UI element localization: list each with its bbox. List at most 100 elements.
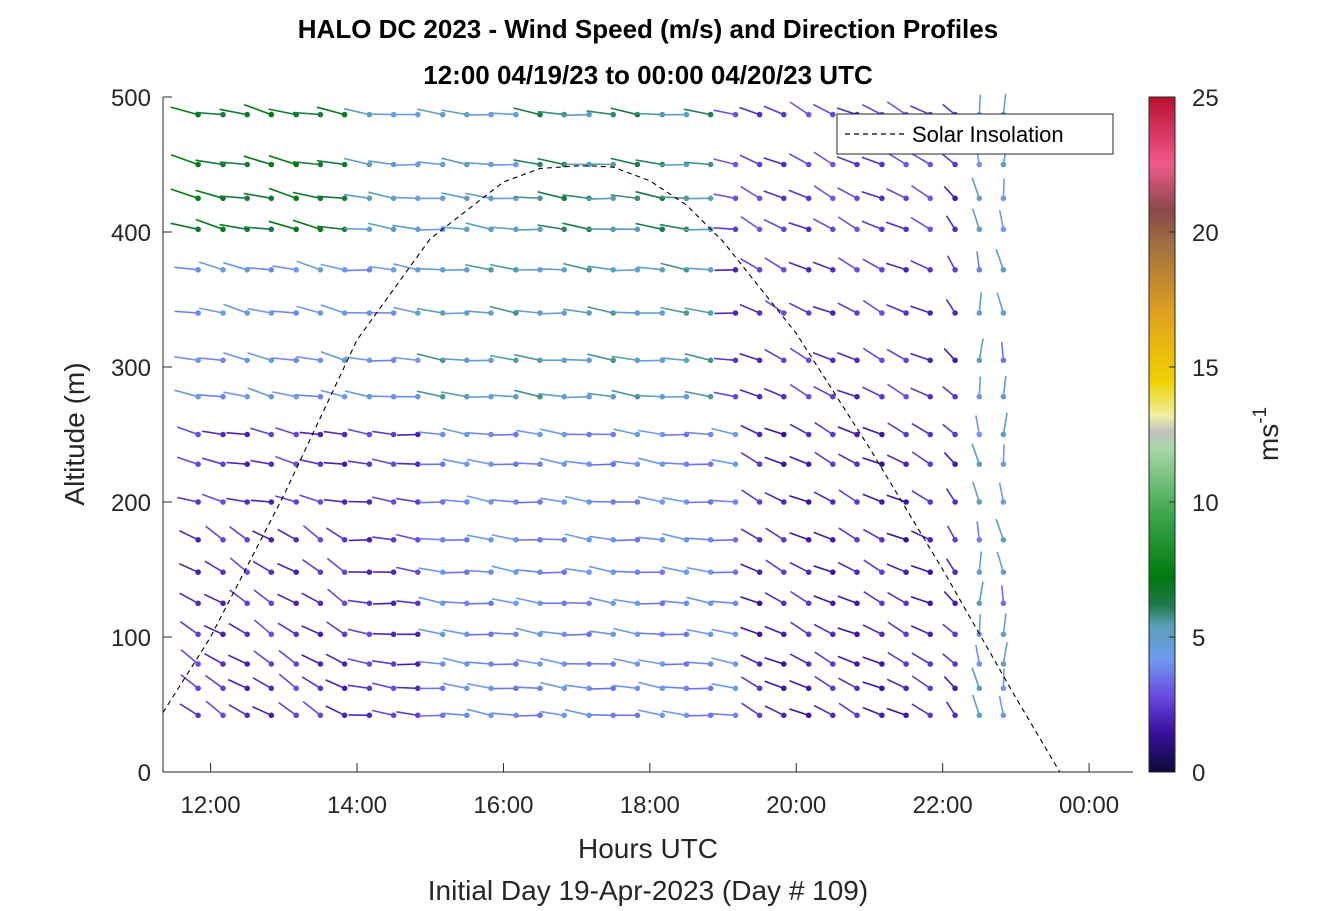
wind-barb	[243, 226, 272, 231]
wind-barb-head	[195, 661, 201, 667]
wind-barb	[368, 160, 394, 166]
wind-barb-head	[903, 195, 909, 202]
wind-barb	[179, 703, 199, 716]
wind-barb	[589, 687, 614, 690]
wind-barb	[325, 653, 345, 665]
wind-barb	[226, 431, 248, 436]
wind-barb-head	[976, 569, 983, 575]
wind-barb-head	[366, 661, 373, 667]
wind-barb	[292, 219, 321, 231]
wind-barb	[537, 157, 565, 166]
wind-barb-head	[244, 661, 250, 667]
wind-barb-head	[927, 195, 933, 202]
wind-barb-head	[586, 600, 592, 607]
wind-barb-head	[390, 393, 397, 400]
wind-barb	[368, 113, 394, 116]
wind-barb-head	[634, 631, 641, 638]
wind-barb	[540, 497, 565, 503]
wind-barb-head	[1000, 569, 1007, 575]
wind-barb	[587, 392, 614, 398]
wind-barb-head	[634, 195, 641, 202]
wind-barb-head	[732, 195, 739, 202]
wind-barb	[467, 661, 492, 665]
y-axis-label: Altitude (m)	[59, 362, 90, 505]
wind-barb-head	[781, 431, 787, 438]
wind-barb-head	[415, 712, 421, 719]
wind-barb	[813, 704, 834, 717]
wind-barb-head	[366, 195, 373, 202]
wind-barb-head	[952, 499, 958, 505]
wind-barb-head	[366, 499, 373, 505]
wind-barb-head	[903, 226, 909, 233]
wind-barb-head	[756, 310, 763, 316]
wind-barb-head	[732, 393, 739, 400]
wind-barb-head	[927, 357, 933, 364]
wind-barb	[862, 347, 883, 361]
wind-barb-head	[976, 661, 983, 667]
wind-barb	[467, 432, 492, 436]
wind-barb	[862, 386, 883, 398]
wind-barb-head	[537, 661, 543, 667]
wind-barb	[635, 159, 663, 166]
wind-barb	[686, 431, 711, 436]
wind-barb-head	[390, 431, 397, 438]
wind-barb	[790, 590, 810, 604]
wind-barb	[326, 557, 346, 573]
y-axis-ticks: 0 100 200 300 400 500	[111, 85, 172, 787]
wind-barb-head	[268, 537, 275, 543]
wind-barb	[203, 593, 224, 605]
wind-barb-head	[268, 111, 275, 118]
wind-barb	[292, 161, 321, 166]
wind-barb-head	[781, 357, 787, 364]
wind-barb-head	[561, 310, 567, 316]
wind-barb-head	[586, 499, 592, 505]
wind-barb-head	[756, 111, 763, 118]
wind-barb-head	[439, 569, 446, 575]
wind-barb-head	[415, 195, 421, 202]
wind-barb	[662, 686, 687, 690]
wind-barb	[247, 267, 272, 271]
wind-barb	[326, 527, 346, 541]
wind-barb	[467, 602, 492, 605]
wind-barb	[587, 306, 614, 314]
wind-barb	[491, 565, 517, 573]
wind-barb	[686, 566, 711, 573]
wind-barb-head	[439, 111, 446, 118]
wind-barb-head	[366, 600, 373, 607]
wind-barb	[418, 431, 443, 436]
wind-barb	[886, 101, 907, 116]
wind-barb	[975, 644, 981, 665]
wind-barb-head	[220, 600, 226, 607]
wind-barb-head	[244, 461, 250, 468]
wind-barb	[417, 228, 443, 231]
wind-barb	[740, 563, 760, 573]
wind-barb-head	[756, 569, 763, 575]
wind-barb-head	[317, 111, 324, 118]
wind-barb	[227, 678, 248, 690]
wind-barb	[299, 494, 321, 503]
wind-barb	[538, 268, 565, 271]
wind-barb-head	[488, 267, 494, 273]
wind-barb-head	[927, 600, 933, 607]
wind-barb	[885, 262, 907, 271]
wind-barb	[174, 356, 199, 362]
wind-barb	[740, 654, 760, 665]
wind-barb	[838, 489, 858, 503]
wind-barb	[711, 600, 736, 605]
wind-barb-head	[317, 267, 324, 273]
wind-barb	[812, 305, 834, 314]
wind-barb-head	[195, 712, 201, 719]
wind-barb-head	[903, 685, 909, 692]
wind-barb	[466, 458, 492, 465]
wind-barb-head	[707, 685, 714, 692]
wind-barb-head	[903, 267, 909, 273]
wind-barb	[515, 429, 541, 436]
wind-barb	[886, 707, 907, 717]
colorbar-scale	[1148, 96, 1176, 773]
wind-barb-head	[732, 357, 739, 364]
wind-barb	[441, 192, 467, 200]
wind-barb	[740, 452, 761, 465]
wind-barb	[789, 708, 809, 717]
wind-barb-head	[513, 357, 519, 364]
wind-barb-head	[976, 357, 983, 364]
